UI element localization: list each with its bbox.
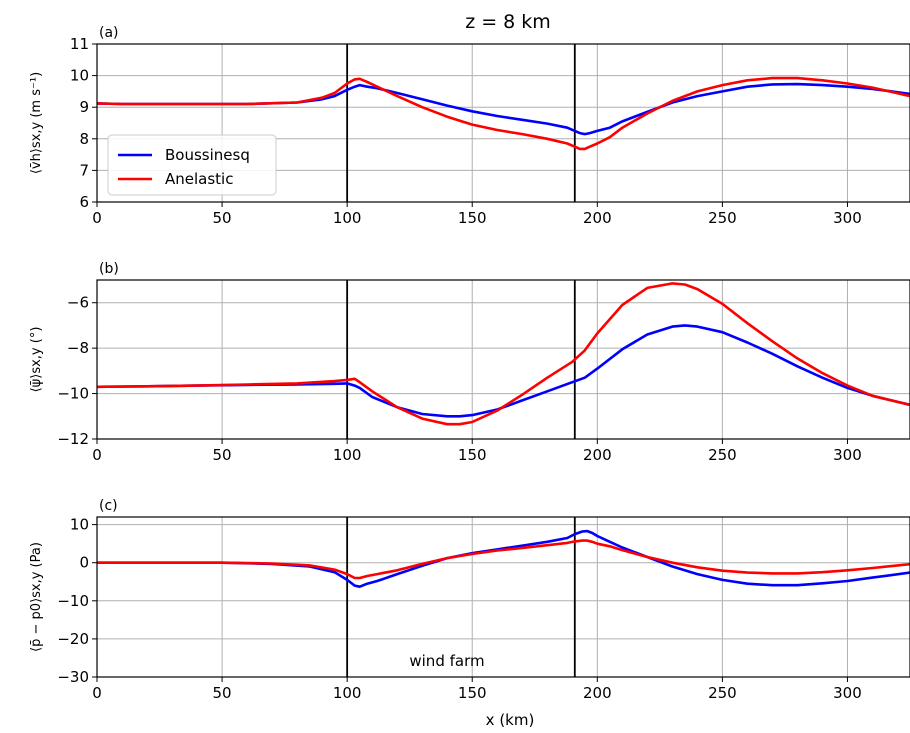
series-line-anelastic [97,539,910,580]
x-tick-label: 300 [833,446,862,464]
x-tick-label: 150 [458,209,487,227]
panel-3: 0 50 100 150 200 250 300 −30 −20 −10 0 10 (c) ⟨p̄ − p… [29,498,910,702]
axes-frame [96,279,910,440]
x-tick-label: 0 [92,209,102,227]
x-tick-label: 50 [213,446,232,464]
y-tick-label: −6 [67,294,89,312]
y-tick-label: −10 [57,592,89,610]
panel-label: (c) [99,498,118,514]
y-tick-label: 11 [70,35,89,53]
x-tick-label: 200 [583,684,612,702]
series-line-boussinesq [97,324,910,418]
x-tick-label: 150 [458,446,487,464]
series-line-boussinesq [97,82,910,136]
series-line-boussinesq [97,529,910,588]
y-axis-label: ⟨p̄ − p0⟩sx,y (Pa) [29,542,44,652]
x-tick-label: 100 [333,684,362,702]
x-tick-label: 100 [333,446,362,464]
y-tick-label: −20 [57,630,89,648]
y-tick-label: −30 [57,668,89,686]
panel-label: (a) [99,25,119,41]
x-tick-label: 0 [92,684,102,702]
series-group [97,529,910,588]
y-tick-label: 9 [79,98,89,116]
figure-title: z = 8 km [465,11,551,33]
x-tick-label: 100 [333,209,362,227]
x-tick-label: 300 [833,684,862,702]
panel-label: (b) [99,261,119,277]
x-tick-label: 200 [583,446,612,464]
y-tick-label: 10 [70,516,89,534]
x-tick-label: 250 [708,209,737,227]
legend: Boussinesq Anelastic [107,134,277,196]
series-group [97,282,910,426]
y-tick-label: −12 [57,430,89,448]
y-axis-label: ⟨ψ̄⟩sx,y (°) [29,327,44,393]
legend-label: Boussinesq [165,146,250,164]
wind-farm-annotation: wind farm [409,652,484,670]
y-tick-label: 10 [70,67,89,85]
y-tick-label: 8 [79,130,89,148]
x-tick-label: 200 [583,209,612,227]
series-line-anelastic [97,282,910,426]
x-tick-label: 150 [458,684,487,702]
y-tick-label: −8 [67,339,89,357]
y-tick-label: 7 [79,161,89,179]
x-tick-label: 50 [213,684,232,702]
y-tick-label: 0 [79,554,89,572]
x-axis-label: x (km) [486,711,535,729]
x-tick-label: 300 [833,209,862,227]
y-tick-label: 6 [79,193,89,211]
x-tick-label: 250 [708,446,737,464]
axes-frame [96,43,910,203]
legend-label: Anelastic [165,170,233,188]
axes-frame [96,516,910,678]
series-group [97,76,910,151]
panel-1: 0 50 100 150 200 250 300 6 7 8 9 10 11 (a) ⟨v̄h⟩sx,y (… [29,25,910,227]
panel-2: 0 50 100 150 200 250 300 −12 −10 −8 −6 (b) ⟨ψ̄⟩sx,y … [29,261,910,464]
x-tick-label: 0 [92,446,102,464]
y-axis-label: ⟨v̄h⟩sx,y (m s⁻¹) [29,72,44,174]
series-line-anelastic [97,76,910,151]
x-tick-label: 250 [708,684,737,702]
y-tick-label: −10 [57,385,89,403]
x-tick-label: 50 [213,209,232,227]
